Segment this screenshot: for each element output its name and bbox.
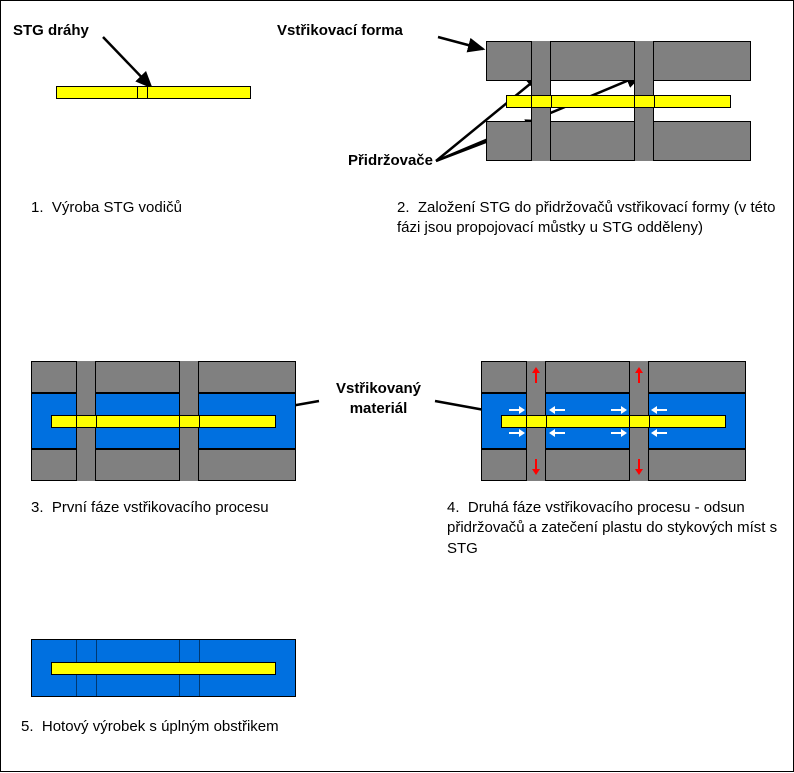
step-1-edge-2: [147, 86, 148, 99]
flow-red-2: [635, 367, 643, 389]
step-4-figure: [481, 361, 746, 481]
step-5-text: Hotový výrobek s úplným obstřikem: [42, 718, 279, 735]
label-vstrikovany-material-line2: materiál: [350, 400, 408, 417]
step-4-edge-b: [546, 415, 547, 428]
flow-white-3: [605, 406, 627, 414]
flow-red-3: [532, 453, 540, 475]
step-1-edge-1: [137, 86, 138, 99]
flow-red-4: [635, 453, 643, 475]
step-4-num: 4.: [447, 499, 460, 516]
pointer-vstrikovaci-forma: [438, 37, 483, 49]
step-3-edge-d: [199, 415, 200, 428]
step-5-num: 5.: [21, 718, 34, 735]
step-3-bottom-slab: [31, 449, 296, 481]
step-2-edge-b: [551, 95, 552, 108]
step-2-stg-bar: [506, 95, 731, 108]
step-1-stg-bar: [56, 86, 251, 99]
step-4-text: Druhá fáze vstřikovacího procesu - odsun…: [447, 499, 777, 557]
step-3-caption: 3. První fáze vstřikovacího procesu: [31, 498, 291, 518]
flow-white-6: [549, 429, 571, 437]
label-stg-drahy: STG dráhy: [13, 21, 89, 41]
flow-white-8: [651, 429, 673, 437]
label-vstrikovaci-forma: Vstřikovací forma: [277, 21, 403, 41]
step-3-edge-a: [76, 415, 77, 428]
step-2-text: Založení STG do přidržovačů vstřikovací …: [397, 199, 775, 236]
step-4-edge-c: [629, 415, 630, 428]
step-4-caption: 4. Druhá fáze vstřikovacího procesu - od…: [447, 498, 782, 559]
step-2-bottom-slab: [486, 121, 751, 161]
step-5-caption: 5. Hotový výrobek s úplným obstřikem: [21, 717, 401, 737]
step-3-edge-b: [96, 415, 97, 428]
flow-white-5: [503, 429, 525, 437]
label-pridrzovace: Přidržovače: [321, 151, 433, 171]
step-1-figure: [41, 41, 261, 161]
step-1-num: 1.: [31, 199, 44, 216]
step-4-bottom-slab: [481, 449, 746, 481]
label-vstrikovany-material: Vstřikovaný materiál: [321, 379, 436, 420]
flow-white-7: [605, 429, 627, 437]
step-3-figure: [31, 361, 296, 481]
step-2-num: 2.: [397, 199, 410, 216]
step-4-edge-d: [649, 415, 650, 428]
flow-white-2: [549, 406, 571, 414]
flow-white-4: [651, 406, 673, 414]
step-5-figure: [31, 639, 296, 699]
step-2-caption: 2. Založení STG do přidržovačů vstřikova…: [397, 198, 777, 239]
flow-red-1: [532, 367, 540, 389]
step-1-text: Výroba STG vodičů: [52, 199, 182, 216]
label-vstrikovany-material-line1: Vstřikovaný: [336, 380, 421, 397]
step-4-stg-bar: [501, 415, 726, 428]
flow-white-1: [503, 406, 525, 414]
step-3-top-slab: [31, 361, 296, 393]
step-2-edge-a: [531, 95, 532, 108]
step-4-edge-a: [526, 415, 527, 428]
step-3-num: 3.: [31, 499, 44, 516]
step-2-edge-c: [634, 95, 635, 108]
step-3-edge-c: [179, 415, 180, 428]
step-5-stg-bar: [51, 662, 276, 675]
step-3-stg-bar: [51, 415, 276, 428]
step-2-top-slab: [486, 41, 751, 81]
step-3-text: První fáze vstřikovacího procesu: [52, 499, 269, 516]
step-1-caption: 1. Výroba STG vodičů: [31, 198, 291, 218]
step-4-top-slab: [481, 361, 746, 393]
step-2-figure: [486, 41, 751, 161]
diagram-page: STG dráhy Vstřikovací forma Přidržovače …: [0, 0, 794, 772]
step-2-edge-d: [654, 95, 655, 108]
